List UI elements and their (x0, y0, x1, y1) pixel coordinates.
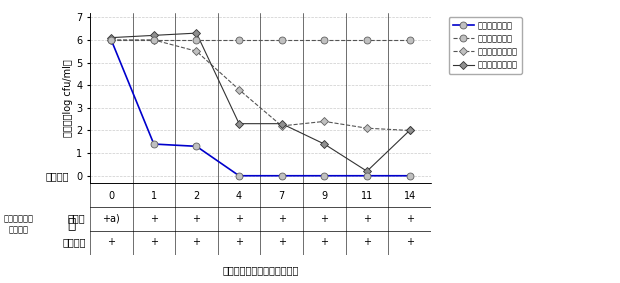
無処理区大腸菌量 (236, 88, 243, 91)
殺菌区全細菌量 (107, 38, 115, 42)
殺菌区全細菌量 (193, 38, 200, 42)
無処理区全細菌量 (406, 129, 414, 132)
Text: +a): +a) (102, 214, 120, 224)
Y-axis label: 細菌数（log cfu/ml）: 細菌数（log cfu/ml） (63, 59, 73, 136)
Text: 「: 「 (67, 217, 76, 231)
Text: +: + (192, 214, 200, 224)
Text: +: + (405, 237, 414, 247)
無処理区全細菌量 (278, 122, 285, 125)
Text: +: + (150, 237, 158, 247)
殺菌区全細菌量 (278, 38, 285, 42)
殺菌区大腸菌量 (107, 38, 115, 42)
無処理区大腸菌量 (406, 129, 414, 132)
無処理区全細菌量 (321, 142, 328, 146)
Text: 14: 14 (404, 190, 416, 201)
殺菌区全細菌量 (150, 38, 157, 42)
Text: +: + (150, 214, 158, 224)
無処理区全細菌量 (107, 36, 115, 39)
Text: +: + (235, 214, 243, 224)
殺菌区全細菌量 (363, 38, 371, 42)
無処理区大腸菌量 (107, 38, 115, 42)
殺菌区大腸菌量 (278, 174, 285, 177)
Text: +: + (321, 214, 329, 224)
Text: 経過日数と培菌法による検出: 経過日数と培菌法による検出 (222, 265, 299, 276)
Line: 無処理区全細菌量: 無処理区全細菌量 (108, 30, 413, 174)
無処理区全細菌量 (193, 31, 200, 35)
Text: 11: 11 (361, 190, 373, 201)
Text: 無処理区: 無処理区 (62, 237, 86, 247)
殺菌区全細菌量 (406, 38, 414, 42)
Text: +: + (278, 214, 286, 224)
Text: +: + (321, 237, 329, 247)
殺菌区大腸菌量 (321, 174, 328, 177)
Line: 無処理区大腸菌量: 無処理区大腸菌量 (108, 37, 413, 134)
Text: 増菌法による
検出結果: 増菌法による 検出結果 (3, 215, 33, 234)
Text: 9: 9 (321, 190, 327, 201)
殺菌区全細菌量 (321, 38, 328, 42)
無処理区大腸菌量 (321, 120, 328, 123)
殺菌区大腸菌量 (363, 174, 371, 177)
殺菌区大腸菌量 (236, 174, 243, 177)
Text: +: + (107, 237, 115, 247)
殺菌区大腸菌量 (150, 142, 157, 146)
Text: +: + (192, 237, 200, 247)
無処理区大腸菌量 (363, 127, 371, 130)
無処理区大腸菌量 (193, 50, 200, 53)
Line: 殺菌区大腸菌量: 殺菌区大腸菌量 (108, 37, 413, 179)
Text: +: + (405, 214, 414, 224)
殺菌区大腸菌量 (406, 174, 414, 177)
Legend: 殺菌区大腸菌量, 殺菌区全細菌量, 無処理区大腸菌量, 無処理区全細菌量: 殺菌区大腸菌量, 殺菌区全細菌量, 無処理区大腸菌量, 無処理区全細菌量 (449, 17, 522, 74)
無処理区全細菌量 (363, 170, 371, 173)
Text: 0: 0 (108, 190, 114, 201)
Text: +: + (278, 237, 286, 247)
無処理区大腸菌量 (278, 124, 285, 128)
Text: 7: 7 (278, 190, 285, 201)
殺菌区全細菌量 (236, 38, 243, 42)
無処理区大腸菌量 (150, 38, 157, 42)
無処理区全細菌量 (150, 34, 157, 37)
Text: 2: 2 (193, 190, 200, 201)
Text: 4: 4 (236, 190, 242, 201)
Text: +: + (363, 214, 371, 224)
Text: 殺菌区: 殺菌区 (68, 214, 86, 224)
Line: 殺菌区全細菌量: 殺菌区全細菌量 (108, 37, 413, 43)
Text: +: + (235, 237, 243, 247)
Text: 経過日数: 経過日数 (45, 171, 69, 181)
殺菌区大腸菌量 (193, 145, 200, 148)
Text: +: + (363, 237, 371, 247)
Text: 1: 1 (151, 190, 157, 201)
無処理区全細菌量 (236, 122, 243, 125)
